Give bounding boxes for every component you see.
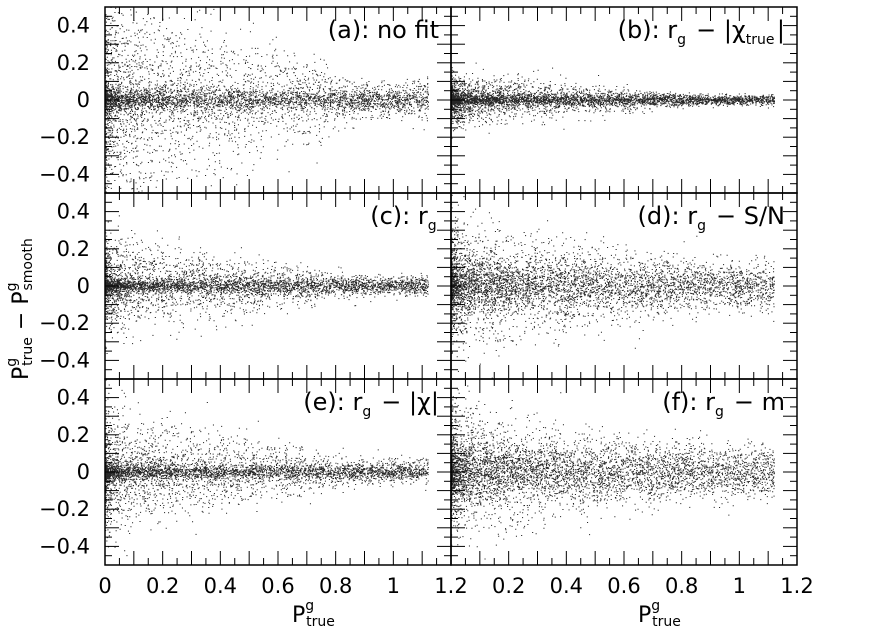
x-tick-label: 0.8 bbox=[665, 574, 698, 598]
x-tick-label: 1.2 bbox=[434, 574, 467, 598]
x-tick-label: 0.2 bbox=[146, 574, 179, 598]
scatter-points bbox=[105, 6, 775, 560]
x-axis-label-right: Pg true bbox=[638, 598, 681, 630]
panel-label-f: (f): rg − m bbox=[662, 388, 785, 420]
y-tick-label: 0 bbox=[77, 274, 90, 298]
x-tick-label: 1 bbox=[733, 574, 746, 598]
y-tick-label: −0.4 bbox=[39, 534, 90, 558]
scatter-series-c bbox=[105, 215, 429, 354]
axis-ticks bbox=[104, 6, 798, 566]
x-axis-label-left: Pg true bbox=[292, 598, 335, 630]
y-tick-label: −0.4 bbox=[39, 348, 90, 372]
y-tick-label: 0.4 bbox=[57, 200, 90, 224]
y-tick-label: 0.4 bbox=[57, 386, 90, 410]
tick-labels: 0.4 0.2 0 −0.2 −0.4 0.4 0.2 0 −0.2 −0.4 0.4 0.2 0 −0.… bbox=[39, 14, 814, 598]
scatter-series-e bbox=[105, 379, 429, 557]
scatter-series-d bbox=[451, 194, 775, 379]
y-tick-label: −0.2 bbox=[39, 125, 90, 149]
x-tick-label: 1.2 bbox=[780, 574, 813, 598]
y-tick-label: −0.2 bbox=[39, 497, 90, 521]
scatter-series-a bbox=[105, 6, 429, 194]
y-tick-label: −0.4 bbox=[39, 162, 90, 186]
x-tick-label: 0.4 bbox=[204, 574, 237, 598]
x-tick-label: 0.6 bbox=[261, 574, 294, 598]
scatter-series-f bbox=[451, 385, 775, 560]
y-tick-label: 0.4 bbox=[57, 14, 90, 38]
x-tick-label: 0.2 bbox=[492, 574, 525, 598]
scatter-series-b bbox=[451, 62, 775, 139]
x-tick-label: 0.6 bbox=[607, 574, 640, 598]
x-tick-label: 0.8 bbox=[319, 574, 352, 598]
panel-label-a: (a): no fit bbox=[328, 16, 439, 44]
panel-label-e: (e): rg − |χ| bbox=[303, 388, 439, 420]
y-tick-label: 0 bbox=[77, 88, 90, 112]
x-tick-label: 0 bbox=[98, 574, 111, 598]
y-tick-label: 0 bbox=[77, 460, 90, 484]
y-tick-label: 0.2 bbox=[57, 237, 90, 261]
x-tick-label: 0.4 bbox=[550, 574, 583, 598]
panel-labels: (a): no fit (b): rg − |χtrue | (c): rg (d)… bbox=[303, 16, 785, 420]
y-tick-label: 0.2 bbox=[57, 51, 90, 75]
panel-label-d: (d): rg − S/N bbox=[638, 202, 785, 234]
x-tick-label: 1 bbox=[387, 574, 400, 598]
panel-label-c: (c): rg bbox=[370, 202, 439, 234]
y-axis-label: Pgtrue − Pgsmooth bbox=[4, 238, 36, 380]
y-tick-label: −0.2 bbox=[39, 311, 90, 335]
panel-label-b: (b): rg − |χtrue | bbox=[618, 16, 785, 48]
y-tick-label: 0.2 bbox=[57, 423, 90, 447]
